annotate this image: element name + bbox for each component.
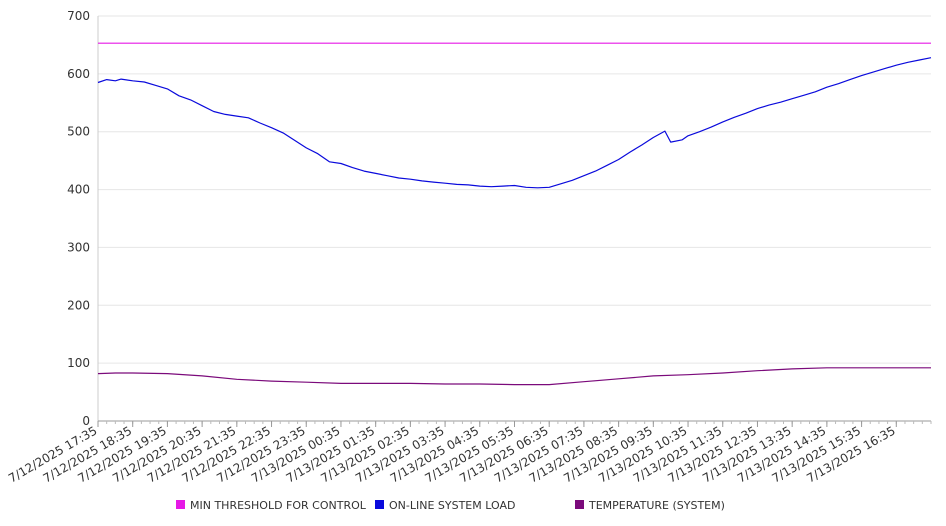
legend-swatch-1 [176,500,185,509]
grid-lines [98,15,931,364]
y-tick-labels: 0 100 200 300 400 500 600 700 [67,9,90,428]
legend-swatch-2 [375,500,384,509]
series-line-3 [97,367,931,386]
legend-label-2: ON-LINE SYSTEM LOAD [389,499,515,512]
y-tick-label: 300 [67,240,90,254]
legend: MIN THRESHOLD FOR CONTROL ON-LINE SYSTEM … [176,499,725,512]
y-tick-label: 100 [67,356,90,370]
y-tick-label: 600 [67,67,90,81]
y-tick-label: 500 [67,125,90,139]
x-tick-labels: 7/12/2025 17:357/12/2025 18:357/12/2025 … [6,423,898,485]
legend-swatch-3 [575,500,584,509]
legend-label-3: TEMPERATURE (SYSTEM) [588,499,725,512]
series-line-2 [97,57,932,189]
y-tick-label: 0 [82,414,90,428]
y-tick-label: 200 [67,298,90,312]
legend-label-1: MIN THRESHOLD FOR CONTROL [190,499,367,512]
y-tick-label: 400 [67,183,90,197]
y-tick-label: 700 [67,9,90,23]
axes [97,16,932,427]
series-lines [97,42,932,386]
